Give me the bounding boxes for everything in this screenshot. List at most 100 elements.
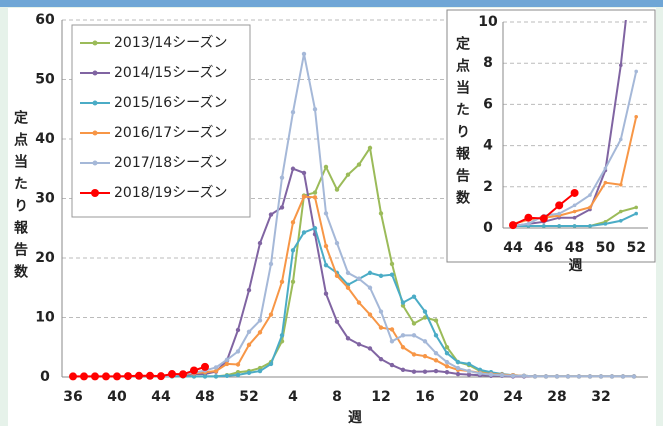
data-point xyxy=(367,346,373,351)
data-point xyxy=(146,371,154,380)
data-point xyxy=(565,374,571,379)
legend-label: 2015/16シーズン xyxy=(114,95,227,111)
x-tick-label: 12 xyxy=(371,389,390,405)
data-point xyxy=(509,221,517,230)
data-point xyxy=(603,222,608,226)
data-point xyxy=(389,261,395,267)
data-point xyxy=(378,325,384,330)
data-point xyxy=(389,362,395,368)
data-point xyxy=(455,371,461,377)
data-point xyxy=(268,261,274,267)
data-point xyxy=(526,222,531,226)
data-point xyxy=(378,211,384,216)
x-tick-label: 16 xyxy=(415,389,434,405)
data-point xyxy=(570,188,579,197)
data-point xyxy=(455,365,461,371)
data-point xyxy=(521,373,527,379)
data-point xyxy=(257,368,263,374)
data-point xyxy=(157,372,165,381)
data-point xyxy=(367,145,373,151)
data-point xyxy=(80,372,88,381)
data-point xyxy=(268,312,274,317)
x-tick-label: 20 xyxy=(459,389,479,405)
data-point xyxy=(312,195,318,200)
data-point xyxy=(524,213,533,222)
data-point xyxy=(400,333,406,338)
data-point xyxy=(444,345,450,350)
data-point xyxy=(301,194,307,199)
data-point xyxy=(554,374,560,379)
data-point xyxy=(466,372,472,377)
data-point xyxy=(279,333,285,338)
data-point xyxy=(433,333,439,338)
legend-label: 2013/14シーズン xyxy=(114,35,227,51)
data-point xyxy=(334,319,340,324)
data-point xyxy=(488,372,494,377)
data-point xyxy=(345,336,351,341)
data-point xyxy=(389,339,395,344)
data-point xyxy=(619,182,623,187)
legend-label: 2017/18シーズン xyxy=(114,155,227,171)
legend-label: 2014/15シーズン xyxy=(114,65,227,81)
data-point xyxy=(201,362,209,371)
y-tick-label: 4 xyxy=(483,138,493,154)
data-point xyxy=(257,318,263,323)
data-point xyxy=(378,309,384,314)
data-point xyxy=(91,372,99,381)
data-point xyxy=(634,211,638,216)
data-point xyxy=(400,345,406,350)
data-point xyxy=(422,309,428,314)
x-axis-label: 週 xyxy=(569,258,583,274)
data-point xyxy=(444,364,450,369)
data-point xyxy=(135,371,143,380)
data-point xyxy=(631,374,637,379)
data-point xyxy=(345,270,351,276)
y-tick-label: 6 xyxy=(483,96,493,112)
data-point xyxy=(555,201,564,210)
data-point xyxy=(603,180,608,185)
data-point xyxy=(279,205,285,210)
x-tick-label: 28 xyxy=(547,389,566,405)
data-point xyxy=(400,367,406,373)
data-point xyxy=(433,351,439,356)
data-point xyxy=(224,357,230,362)
data-point xyxy=(301,170,307,176)
data-point xyxy=(290,220,296,225)
data-point xyxy=(433,368,439,374)
legend-marker xyxy=(91,189,99,197)
data-point xyxy=(634,205,638,210)
data-point xyxy=(587,374,593,379)
data-point xyxy=(246,329,252,334)
data-point xyxy=(389,272,395,277)
data-point xyxy=(235,372,241,378)
legend-marker xyxy=(92,100,98,106)
data-point xyxy=(213,374,219,379)
data-point xyxy=(603,166,608,171)
data-point xyxy=(345,285,351,290)
data-point xyxy=(576,374,582,379)
data-point xyxy=(422,353,428,359)
data-point xyxy=(323,262,329,268)
data-point xyxy=(543,374,549,379)
data-point xyxy=(634,114,638,119)
data-point xyxy=(301,230,307,235)
y-tick-label: 10 xyxy=(478,14,498,30)
data-point xyxy=(235,349,241,354)
data-point xyxy=(113,372,121,381)
legend-box xyxy=(71,24,251,218)
data-point xyxy=(323,211,329,216)
x-tick-label: 32 xyxy=(591,389,610,405)
data-point xyxy=(422,315,428,320)
y-tick-label: 40 xyxy=(35,131,55,147)
data-point xyxy=(224,361,230,367)
data-point xyxy=(334,187,340,192)
data-point xyxy=(619,63,623,68)
y-tick-label: 10 xyxy=(35,310,55,326)
data-point xyxy=(312,226,318,231)
data-point xyxy=(411,369,417,374)
data-point xyxy=(323,291,329,296)
data-point xyxy=(356,300,362,305)
y-axis-label: 定点当たり報告数 xyxy=(12,109,28,286)
data-point xyxy=(268,212,274,217)
legend-marker xyxy=(92,70,98,76)
